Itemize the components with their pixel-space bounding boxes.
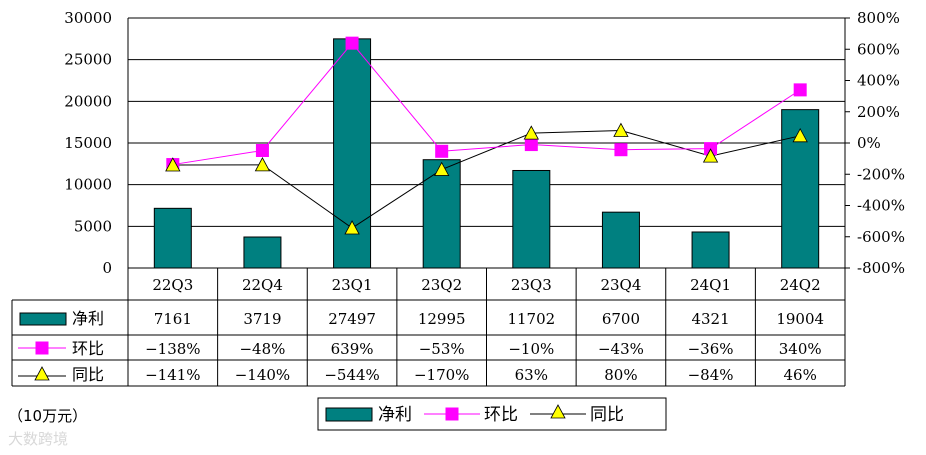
point-yoy-24Q1 [702,148,719,163]
legend-label: 同比 [590,405,624,425]
y-tick-label: 0 [102,259,112,277]
table-cell: −48% [239,340,285,358]
table-cell: −544% [324,366,379,384]
x-tick-label: 22Q4 [242,276,283,294]
y2-tick-label: -800% [857,259,905,277]
y2-tick-label: -400% [857,197,905,215]
table-cell: −138% [145,340,200,358]
table-cell: −36% [688,340,734,358]
bar-23Q4 [601,211,640,269]
table-key-square [35,341,49,355]
y-tick-label: 30000 [64,9,112,27]
table-cell: −140% [235,366,290,384]
bar-23Q3 [512,169,551,269]
point-mom-23Q3 [524,138,538,152]
y-tick-label: 15000 [64,134,112,152]
point-yoy-24Q2 [792,127,808,143]
y2-tick-label: 200% [857,103,900,121]
table-key-triangle [34,366,50,381]
table-cell: 11702 [507,310,555,328]
table-cell: −170% [414,366,469,384]
table-row-label: 同比 [72,365,104,384]
y2-tick-label: 0% [857,134,881,152]
x-tick-label: 23Q2 [421,276,462,294]
y2-tick-label: 400% [857,72,900,90]
table-cell: 80% [604,366,637,384]
table-cell: 63% [515,366,548,384]
point-mom-24Q2 [793,83,807,97]
y-tick-label: 25000 [64,51,112,69]
table-cell: 340% [779,340,822,358]
y-tick-label: 20000 [64,92,112,110]
y2-tick-label: 600% [857,40,900,58]
table-key-bar [19,312,67,326]
x-tick-label: 24Q1 [690,276,731,294]
legend-key-square [445,407,459,421]
table-cell: 7161 [154,310,192,328]
point-yoy-23Q2 [434,161,450,176]
y2-tick-label: -200% [857,165,905,183]
table-cell: −84% [688,366,734,384]
y-tick-label: 10000 [64,176,112,194]
point-mom-23Q4 [614,143,628,157]
unit-label: （10万元） [8,407,88,425]
table-cell: 3719 [243,310,281,328]
bar-22Q4 [243,236,282,269]
point-mom-23Q1 [345,36,359,50]
series-line-2 [172,129,801,229]
legend-key-triangle [550,404,566,419]
table-row-label: 净利 [72,309,104,328]
point-yoy-23Q3 [523,125,539,140]
table-row-label: 环比 [72,339,104,358]
table-cell: −43% [598,340,644,358]
point-yoy-23Q1 [344,220,360,235]
bar-24Q2 [781,109,820,269]
table-cell: 4321 [691,310,729,328]
bar-24Q1 [691,231,730,269]
legend-label: 环比 [484,405,518,425]
table-cell: 6700 [602,310,640,328]
legend [317,397,667,431]
bar-22Q3 [153,207,192,269]
point-yoy-23Q4 [613,122,629,137]
table-cell: −10% [508,340,554,358]
table-cell: 46% [784,366,817,384]
y-tick-label: 5000 [74,217,112,235]
y2-tick-label: -600% [857,228,905,246]
point-mom-23Q2 [435,144,449,158]
legend-key-bar [325,407,373,422]
x-tick-label: 23Q1 [332,276,373,294]
x-tick-label: 22Q3 [152,276,193,294]
table-cell: 639% [331,340,374,358]
legend-label: 净利 [378,405,412,425]
table-cell: 27497 [328,310,376,328]
point-mom-22Q4 [255,144,269,157]
table-cell: 12995 [418,310,466,328]
bar-23Q2 [422,159,461,269]
x-tick-label: 23Q4 [600,276,641,294]
table-cell: −53% [419,340,465,358]
point-yoy-22Q3 [165,157,181,172]
watermark: 大数跨境 [8,430,69,448]
series-line-1 [172,42,801,166]
point-yoy-22Q4 [254,157,271,172]
x-tick-label: 24Q2 [780,276,821,294]
table-cell: −141% [145,366,200,384]
x-tick-label: 23Q3 [511,276,552,294]
table-cell: 19004 [776,310,824,328]
y2-tick-label: 800% [857,9,900,27]
